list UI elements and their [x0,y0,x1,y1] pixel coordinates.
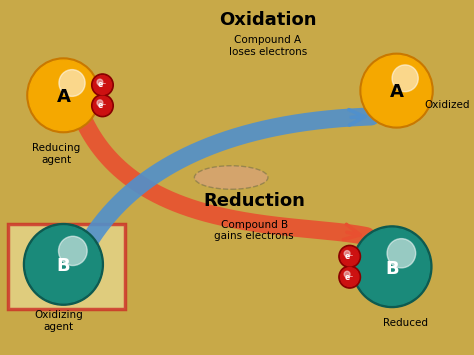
Text: Oxidized: Oxidized [424,100,470,110]
Circle shape [29,60,98,131]
Text: A: A [390,83,403,102]
Circle shape [360,53,433,128]
Text: Oxidation: Oxidation [219,11,317,29]
Circle shape [344,251,350,257]
Circle shape [97,79,103,85]
Circle shape [27,58,100,133]
Text: e⁻: e⁻ [345,252,354,261]
Circle shape [387,239,416,268]
Circle shape [344,271,350,277]
Text: e⁻: e⁻ [98,81,107,89]
FancyBboxPatch shape [8,224,126,309]
Circle shape [97,100,103,106]
Text: Compound B
gains electrons: Compound B gains electrons [214,220,294,241]
Text: Compound A
loses electrons: Compound A loses electrons [229,35,307,57]
Text: Reducing
agent: Reducing agent [32,143,81,165]
Circle shape [91,94,113,117]
Text: e⁻: e⁻ [345,273,354,282]
Ellipse shape [194,166,268,189]
Circle shape [340,268,359,286]
Circle shape [59,70,85,96]
Circle shape [91,74,113,96]
Circle shape [362,55,431,126]
Circle shape [354,228,429,305]
Circle shape [339,266,361,288]
Circle shape [24,224,103,305]
Circle shape [339,245,361,267]
Text: A: A [56,88,70,106]
Circle shape [26,226,101,303]
Circle shape [93,76,112,94]
Circle shape [352,226,432,307]
Text: B: B [385,260,399,278]
Circle shape [392,65,418,92]
Text: Reduced: Reduced [383,318,428,328]
Text: e⁻: e⁻ [98,101,107,110]
Circle shape [93,96,112,115]
Text: Reduction: Reduction [203,192,305,210]
Text: B: B [56,257,70,275]
Circle shape [58,236,87,266]
Circle shape [340,247,359,266]
Text: Oxidizing
agent: Oxidizing agent [35,310,83,332]
